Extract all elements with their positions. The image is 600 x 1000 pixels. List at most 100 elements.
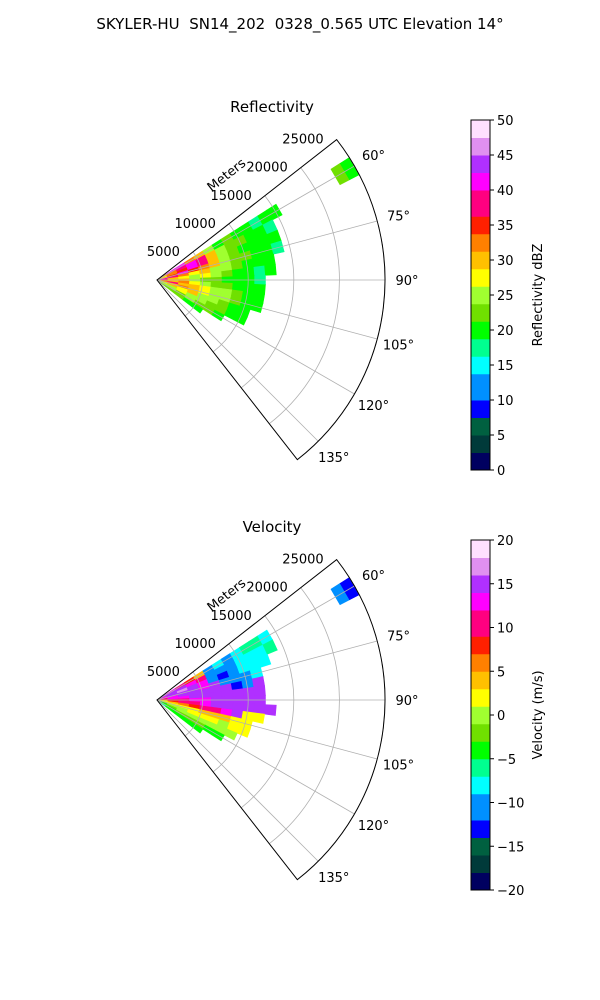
colorbar-band — [471, 330, 490, 340]
colorbar-band — [471, 846, 490, 856]
data-cell — [224, 728, 238, 741]
colorbar-band — [471, 785, 490, 795]
sector-frame — [156, 138, 386, 461]
colorbar-band — [471, 793, 490, 803]
grid-arc — [240, 195, 295, 389]
colorbar-band — [471, 575, 490, 585]
grid-spoke — [156, 640, 378, 701]
colorbar-band — [471, 881, 490, 891]
colorbar-band — [471, 732, 490, 742]
panel-title: Reflectivity — [230, 98, 314, 116]
colorbar-tick-label: 15 — [497, 359, 514, 374]
colorbar-band — [471, 321, 490, 331]
colorbar-band — [471, 653, 490, 663]
data-cell — [191, 722, 204, 734]
colorbar-band — [471, 233, 490, 243]
colorbar-tick-label: −10 — [497, 797, 524, 812]
grid-arc — [184, 251, 203, 317]
colorbar-tick-label: 10 — [497, 622, 514, 637]
grid-arc — [212, 643, 249, 773]
colorbar-band — [471, 146, 490, 156]
radial-tick-label: 20000 — [246, 161, 287, 176]
angle-tick-label: 75° — [387, 629, 410, 644]
data-cell — [253, 685, 266, 697]
radial-tick-label: 25000 — [282, 553, 323, 568]
colorbar-band — [471, 426, 490, 436]
colorbar-band — [471, 802, 490, 812]
colorbar-band — [471, 557, 490, 567]
colorbar-band — [471, 583, 490, 593]
colorbar-tick-label: 10 — [497, 394, 514, 409]
data-cell — [264, 264, 277, 276]
radial-tick-label: 10000 — [175, 217, 216, 232]
colorbar-band — [471, 128, 490, 138]
colorbar-band — [471, 190, 490, 200]
colorbar-band — [471, 811, 490, 821]
colorbar-band — [471, 312, 490, 322]
angle-tick-label: 135° — [318, 871, 349, 886]
data-cell — [210, 691, 223, 698]
grid-spoke — [156, 699, 355, 815]
data-cell — [242, 266, 255, 277]
colorbar-tick-label: 0 — [497, 464, 505, 479]
colorbar-tick-label: 50 — [497, 114, 514, 129]
angle-tick-label: 60° — [362, 569, 385, 584]
colorbar-band — [471, 715, 490, 725]
colorbar-band — [471, 242, 490, 252]
radial-tick-label: 25000 — [282, 133, 323, 148]
angle-tick-label: 60° — [362, 149, 385, 164]
colorbar-band — [471, 645, 490, 655]
colorbar-band — [471, 828, 490, 838]
colorbar-band — [471, 566, 490, 576]
colorbar-tick-label: 25 — [497, 289, 514, 304]
grid-spoke — [156, 220, 378, 281]
colorbar-band — [471, 776, 490, 786]
colorbar-tick-label: −5 — [497, 753, 516, 768]
grid-spoke — [156, 585, 355, 701]
colorbar-tick-label: 20 — [497, 534, 514, 549]
colorbar-band — [471, 592, 490, 602]
colorbar-band — [471, 680, 490, 690]
colorbar-band — [471, 863, 490, 873]
grid-spoke — [156, 699, 378, 760]
colorbar-tick-label: 15 — [497, 578, 514, 593]
colorbar-band — [471, 225, 490, 235]
data-cell — [232, 688, 245, 697]
radial-tick-label: 5000 — [147, 665, 180, 680]
chart-velocity — [156, 539, 494, 891]
data-cell — [252, 712, 265, 724]
colorbar-band — [471, 260, 490, 270]
colorbar-band — [471, 391, 490, 401]
data-cell — [262, 639, 278, 655]
colorbar-band — [471, 767, 490, 777]
data-cell — [236, 725, 251, 738]
colorbar-label: Reflectivity dBZ — [531, 244, 546, 347]
data-cell — [264, 704, 277, 716]
colorbar-band — [471, 671, 490, 681]
colorbar-band — [471, 286, 490, 296]
colorbar-band — [471, 540, 490, 550]
colorbar-band — [471, 181, 490, 191]
colorbar-tick-label: 30 — [497, 254, 514, 269]
colorbar-band — [471, 251, 490, 261]
angle-tick-label: 105° — [383, 339, 414, 354]
grid-arc — [212, 223, 249, 353]
colorbar-band — [471, 452, 490, 462]
colorbar-band — [471, 356, 490, 366]
panel-title: Velocity — [243, 518, 302, 536]
colorbar-band — [471, 338, 490, 348]
colorbar-label: Velocity (m/s) — [531, 670, 546, 759]
colorbar-band — [471, 636, 490, 646]
colorbar-band — [471, 373, 490, 383]
colorbar-band — [471, 400, 490, 410]
angle-tick-label: 105° — [383, 759, 414, 774]
colorbar-band — [471, 610, 490, 620]
colorbar-band — [471, 697, 490, 707]
radial-tick-label: 5000 — [147, 245, 180, 260]
colorbar-band — [471, 277, 490, 287]
data-cell — [242, 686, 255, 697]
angle-tick-label: 75° — [387, 209, 410, 224]
grid-arc — [184, 671, 203, 737]
grid-arc — [269, 587, 340, 845]
data-cell — [210, 271, 223, 278]
